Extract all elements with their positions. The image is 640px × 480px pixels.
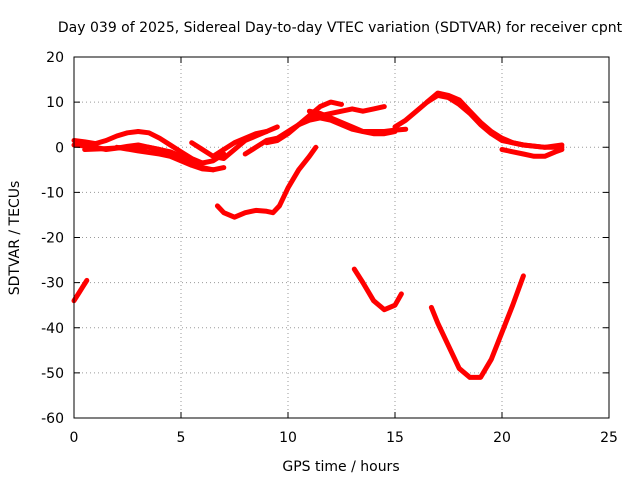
series-track-11 [306,108,398,137]
series-track-13 [424,90,565,150]
x-tick-label: 10 [279,430,297,446]
y-axis-label: SDTVAR / TECUs [7,181,23,296]
y-tick-label: -30 [41,276,64,292]
series-track-18 [428,273,526,380]
axis-ticks [73,56,610,419]
y-tick-label: -10 [41,185,64,201]
y-tick-label: -50 [41,366,64,382]
series-track-17 [351,266,404,313]
series-track-16 [214,144,319,220]
y-tick-label: -20 [41,231,64,247]
x-tick-label: 25 [600,430,618,446]
grid [74,57,609,418]
chart-title: Day 039 of 2025, Sidereal Day-to-day VTE… [58,20,623,36]
x-tick-label: 20 [493,430,511,446]
series-track-7 [210,124,280,159]
x-tick-labels: 0 5 10 15 20 25 [70,430,618,446]
x-tick-label: 15 [386,430,404,446]
series-track-15 [71,277,90,304]
y-tick-label: 20 [46,50,64,66]
x-tick-label: 5 [177,430,186,446]
series-track-14 [499,147,565,159]
x-axis-label: GPS time / hours [282,459,399,475]
y-tick-label: -40 [41,321,64,337]
series-track-3 [135,129,227,166]
series-track-1 [71,129,141,147]
y-tick-label: -60 [41,411,64,427]
y-tick-label: 10 [46,95,64,111]
data-series [71,90,565,380]
series-track-5 [114,144,216,173]
x-tick-label: 0 [70,430,79,446]
series-track-9 [264,104,387,146]
y-tick-label: 0 [55,140,64,156]
y-tick-labels: 20 10 0 -10 -20 -30 -40 -50 -60 [41,50,64,427]
